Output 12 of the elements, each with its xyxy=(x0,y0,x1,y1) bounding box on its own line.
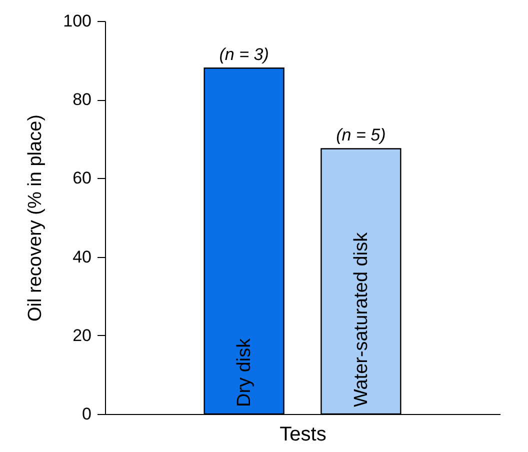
y-tick-label: 80 xyxy=(72,90,92,110)
y-tick-label: 100 xyxy=(63,12,92,30)
y-axis-title: Oil recovery (% in place) xyxy=(25,114,46,322)
y-tick-label: 40 xyxy=(72,247,92,266)
annotation: (n = 5) xyxy=(336,126,386,145)
y-tick-label: 0 xyxy=(82,404,92,424)
x-tick-label: Dry disk xyxy=(234,338,256,407)
y-tick-label: 60 xyxy=(72,168,92,188)
x-axis-title: Tests xyxy=(280,424,326,446)
annotation: (n = 3) xyxy=(219,45,269,64)
x-tick-label: Water-saturated disk xyxy=(350,232,372,407)
y-tick-label: 20 xyxy=(72,326,92,345)
